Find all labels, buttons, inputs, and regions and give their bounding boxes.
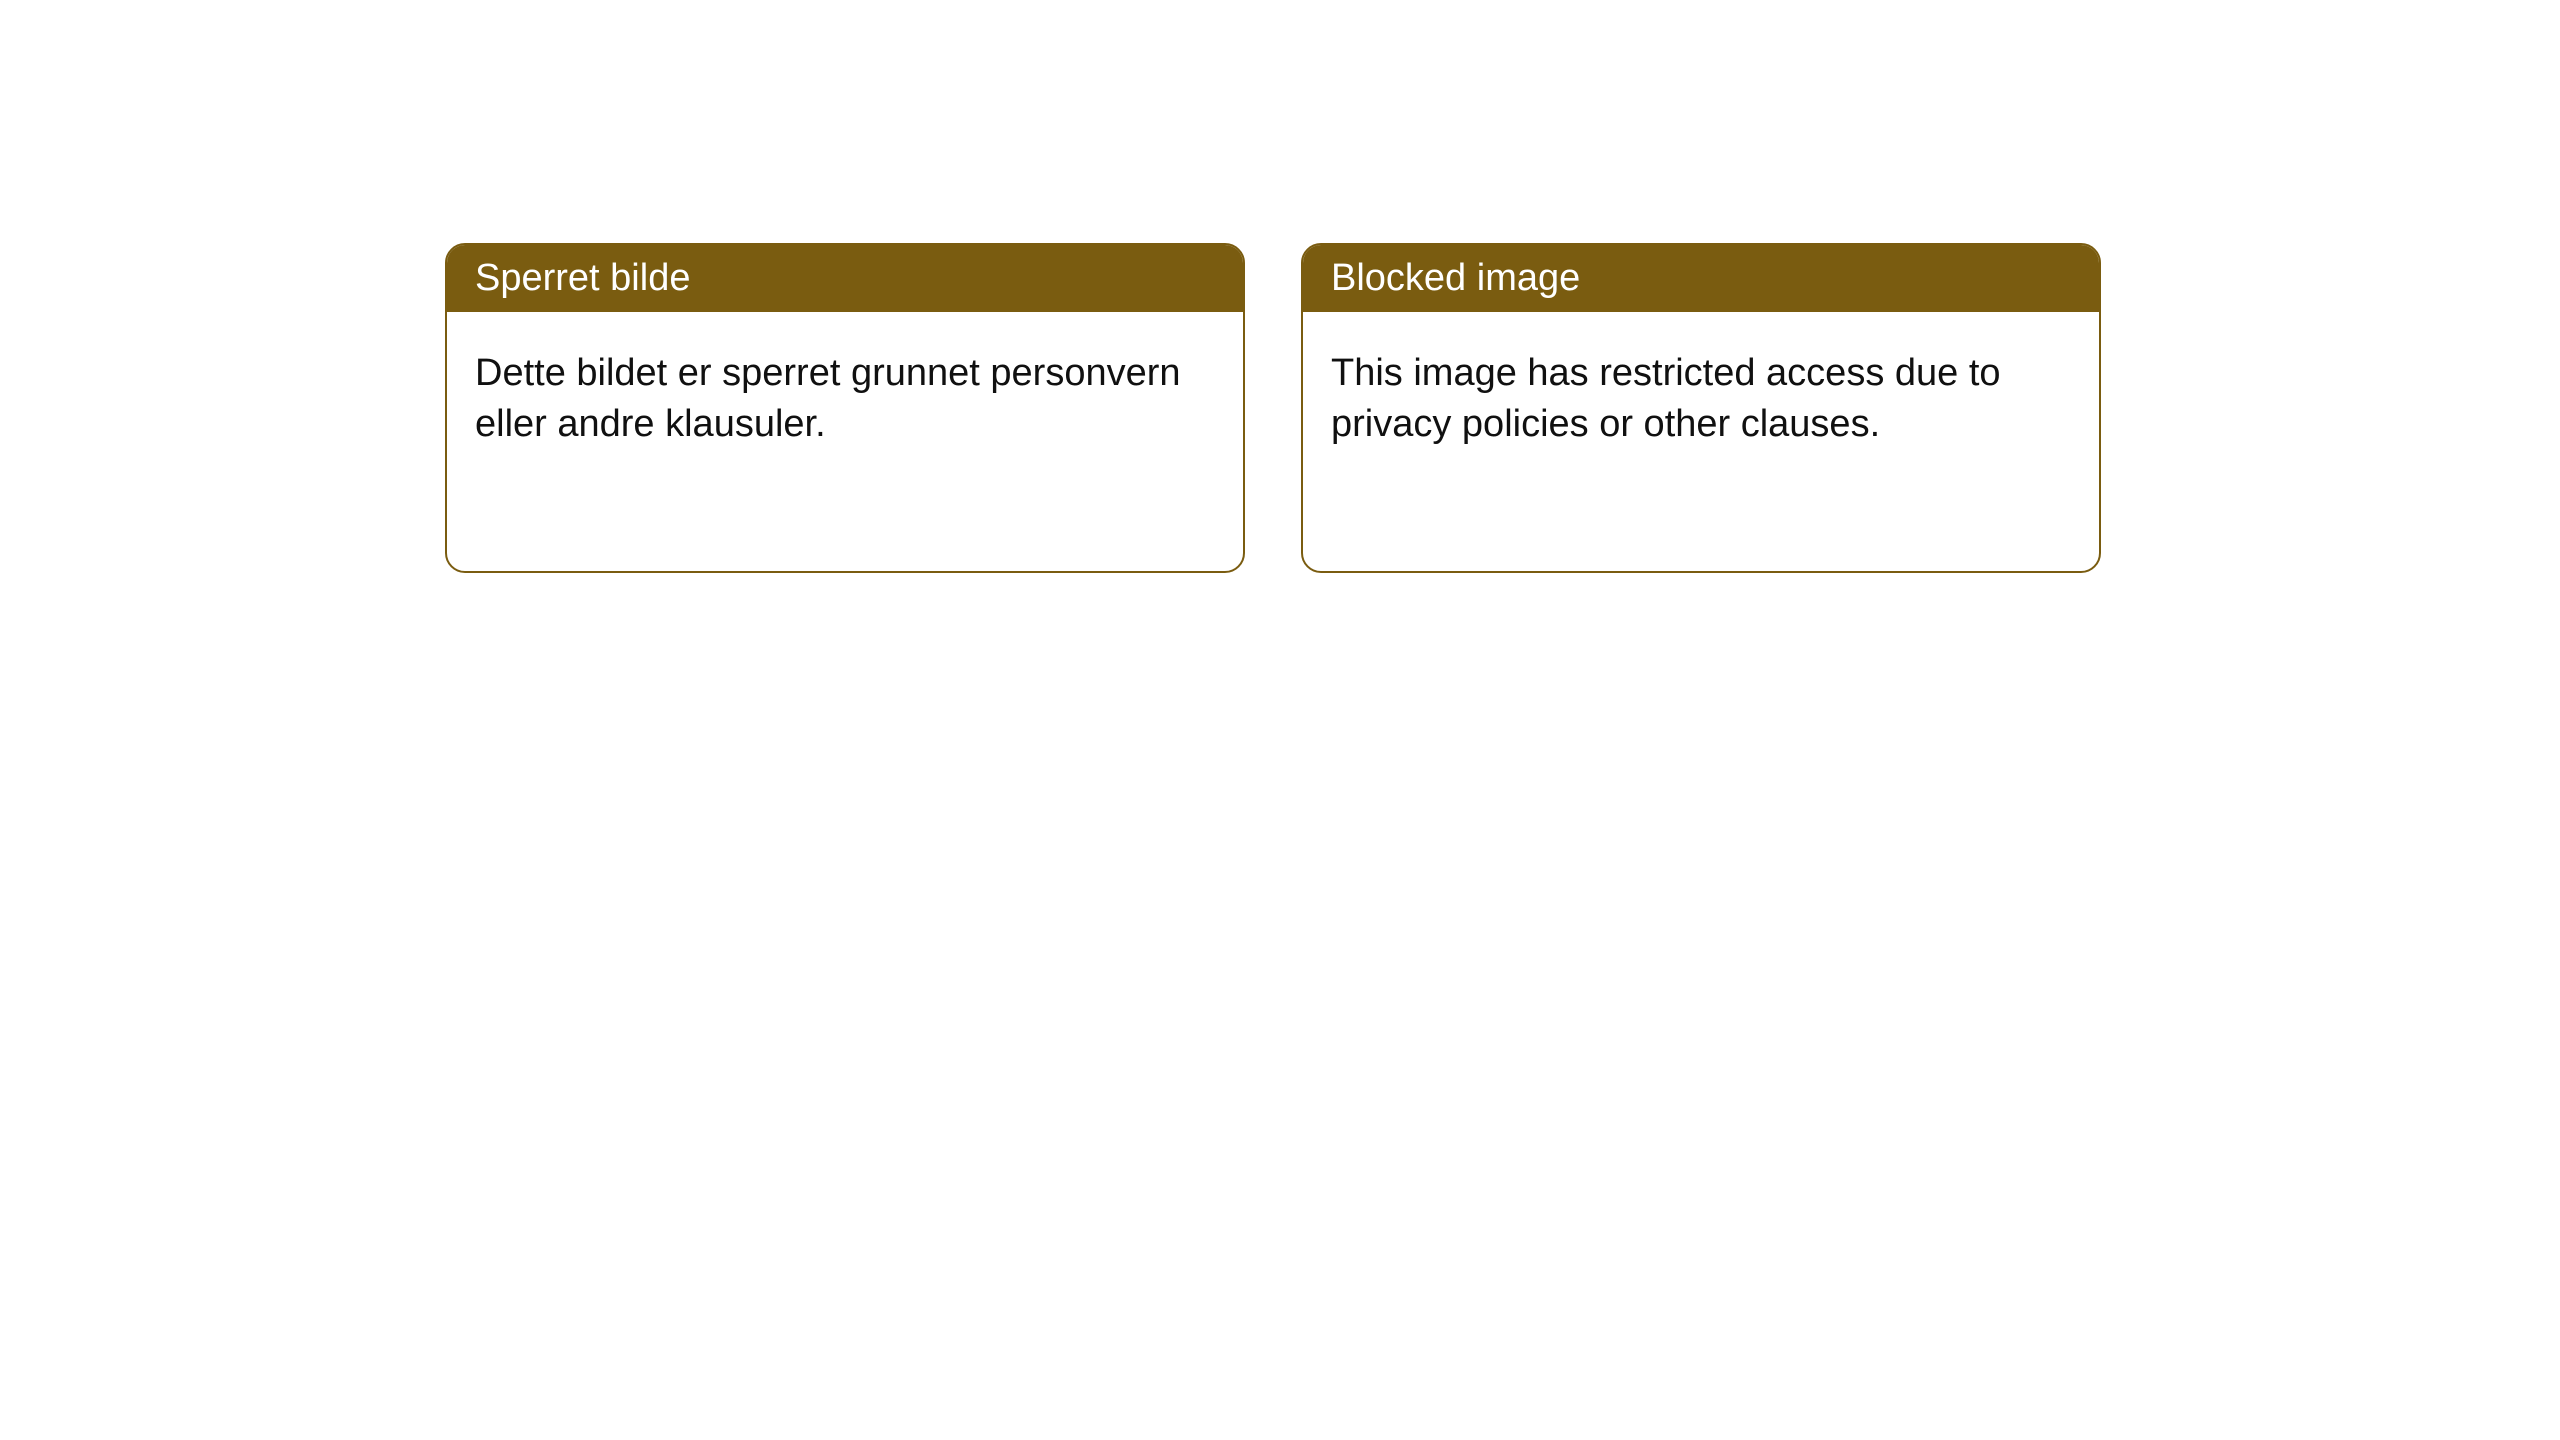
notice-body-norwegian: Dette bildet er sperret grunnet personve… xyxy=(447,312,1243,487)
notice-cards-container: Sperret bilde Dette bildet er sperret gr… xyxy=(445,243,2101,573)
notice-header-english: Blocked image xyxy=(1303,245,2099,312)
notice-card-english: Blocked image This image has restricted … xyxy=(1301,243,2101,573)
notice-header-norwegian: Sperret bilde xyxy=(447,245,1243,312)
notice-body-english: This image has restricted access due to … xyxy=(1303,312,2099,487)
notice-card-norwegian: Sperret bilde Dette bildet er sperret gr… xyxy=(445,243,1245,573)
